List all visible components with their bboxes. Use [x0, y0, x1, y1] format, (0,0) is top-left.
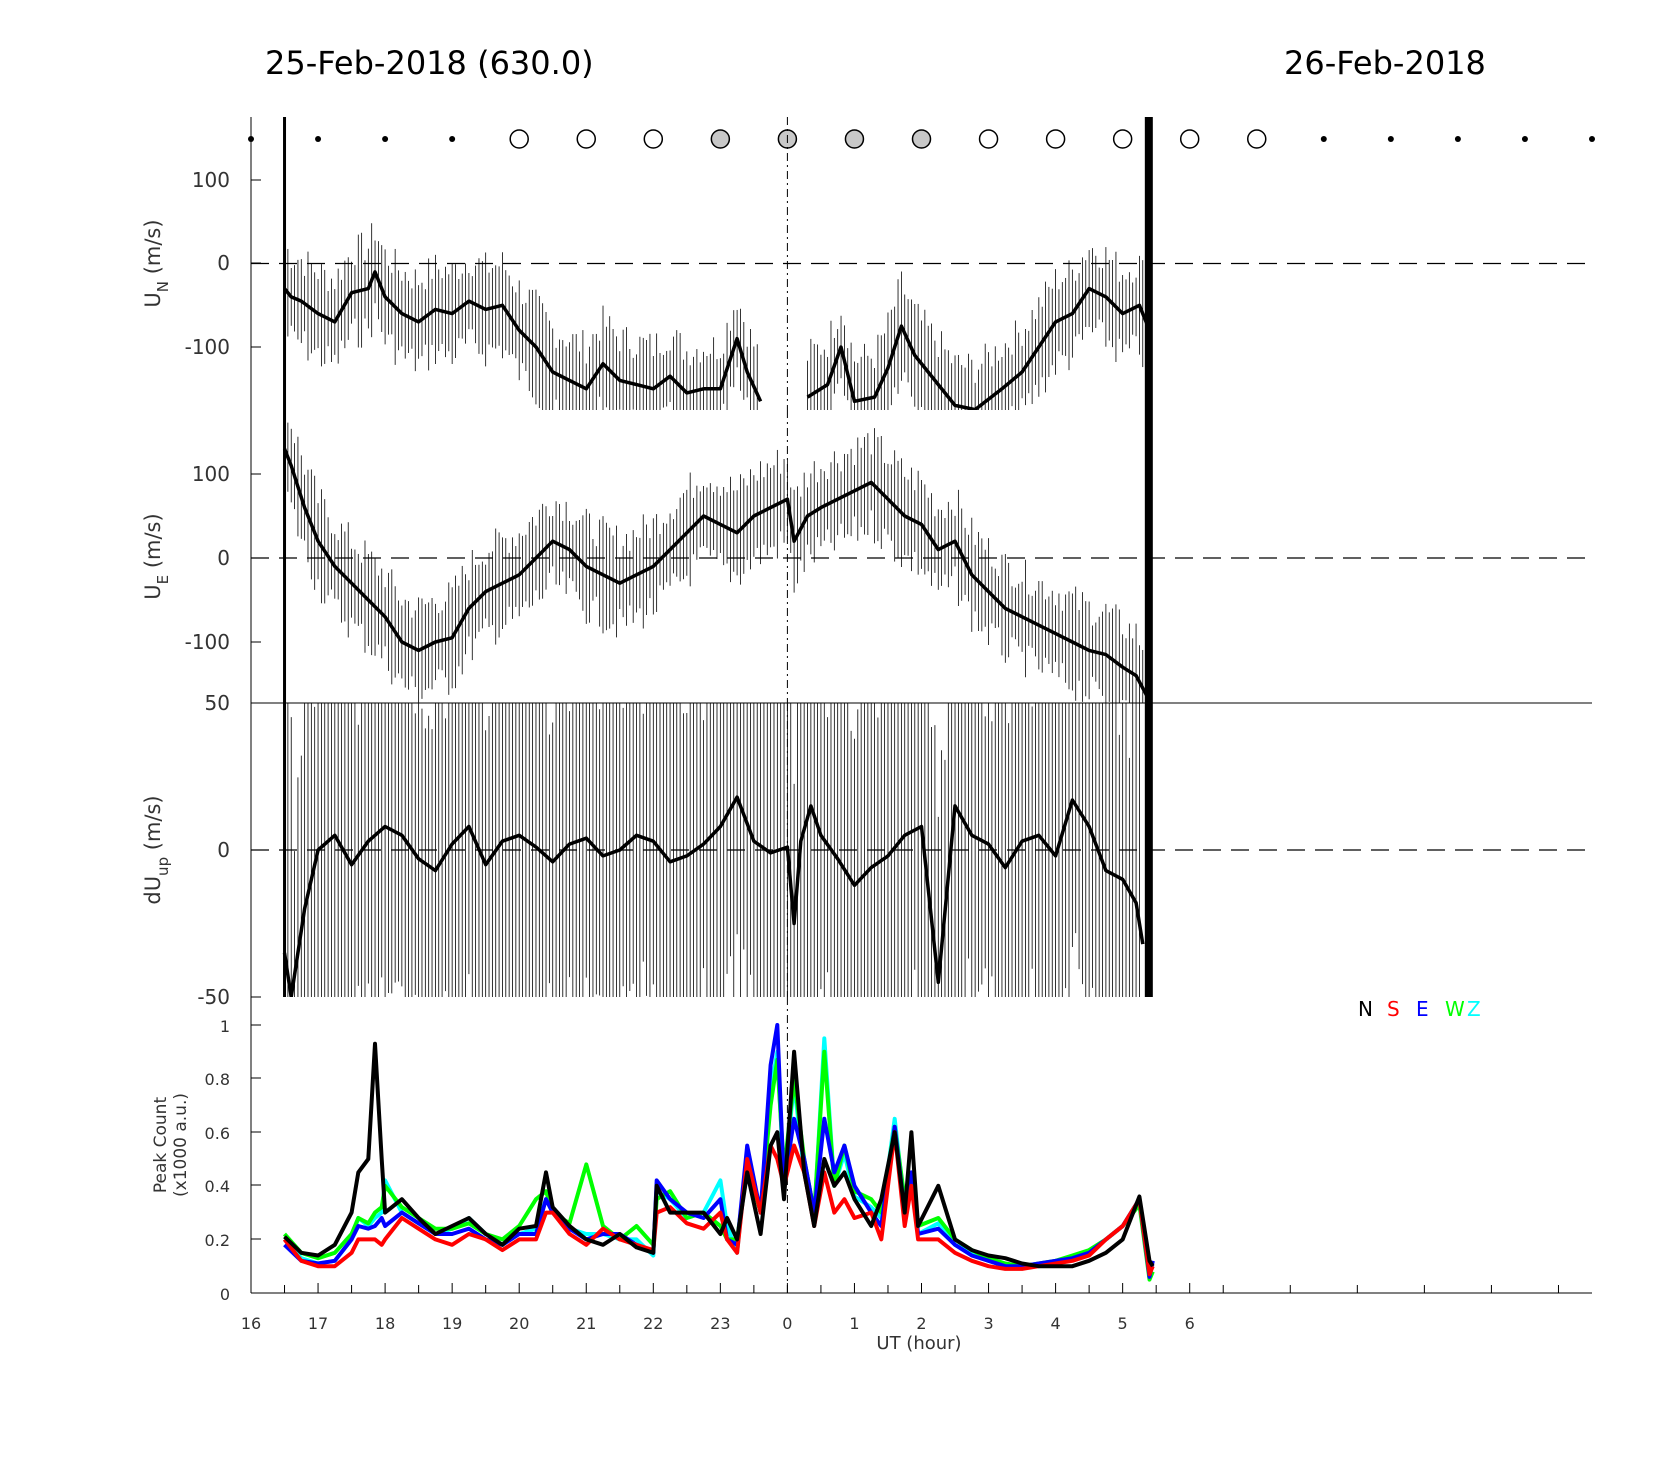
y-tick-label: 0: [217, 546, 230, 570]
marker-dot: [1589, 136, 1595, 142]
x-tick-label: 1: [849, 1314, 859, 1333]
marker-open-circle: [576, 129, 596, 149]
x-tick-label: 3: [983, 1314, 993, 1333]
x-tick-label: 4: [1051, 1314, 1061, 1333]
x-tick-label: 20: [509, 1314, 529, 1333]
y-tick-label: 0: [217, 251, 230, 275]
x-tick-label: 6: [1185, 1314, 1195, 1333]
series-line-S: [282, 1130, 1155, 1277]
series-line-N: [283, 1041, 1155, 1269]
x-axis: 16 17 18 19 20 21 22 23 0 1 2 3 4 5 6: [241, 1283, 1559, 1333]
legend-item-N: N: [1358, 997, 1373, 1021]
x-tick-label: 19: [442, 1314, 462, 1333]
wind-series-line: [283, 270, 763, 403]
legend-item-W: W: [1445, 997, 1465, 1021]
y-tick-label: 0: [220, 1285, 230, 1304]
marker-open-circle: [978, 129, 999, 149]
y-axis-unit-label: (x1000 a.u.): [171, 1093, 191, 1197]
series-line-W: [283, 1049, 1155, 1282]
x-tick-label: 23: [710, 1314, 730, 1333]
marker-dot: [1320, 136, 1327, 142]
marker-open-circle: [1112, 129, 1133, 149]
x-tick-label: 2: [916, 1314, 926, 1333]
marker-open-circle: [1045, 129, 1066, 149]
y-tick-label: -100: [185, 335, 230, 359]
left-date-title: 25-Feb-2018 (630.0): [265, 44, 594, 82]
marker-filled-circle: [710, 129, 731, 149]
marker-open-circle: [643, 129, 664, 149]
cloud-markers-row: [248, 129, 1595, 149]
legend-item-S: S: [1387, 997, 1400, 1021]
y-tick-label: 1: [220, 1017, 230, 1036]
legend-item-E: E: [1416, 997, 1429, 1021]
marker-dot: [315, 136, 322, 142]
y-tick-label: -50: [197, 985, 230, 1009]
data-end-bar: [1144, 703, 1153, 997]
series-line-Z: [283, 1036, 1155, 1279]
wind-series-line: [806, 286, 1152, 410]
marker-dot: [1387, 136, 1394, 142]
x-tick-label: 0: [782, 1314, 792, 1333]
panel-4: 1 0.8 0.6 0.4 0.2 0 Peak Count (x1000 a.u.): [151, 997, 1592, 1304]
panel-2: 100 0 -100 UE (m/s): [141, 410, 1592, 703]
x-tick-label: 21: [576, 1314, 596, 1333]
y-tick-label: 0.8: [205, 1070, 230, 1089]
x-tick-label: 22: [643, 1314, 663, 1333]
data-end-bar: [1144, 410, 1153, 703]
x-tick-label: 5: [1118, 1314, 1128, 1333]
legend-item-Z: Z: [1467, 997, 1481, 1021]
marker-open-circle: [509, 129, 529, 149]
x-tick-label: 18: [375, 1314, 395, 1333]
x-tick-label: 17: [308, 1314, 328, 1333]
y-axis-label: UE (m/s): [141, 513, 172, 599]
x-axis-label: UT (hour): [876, 1333, 961, 1354]
y-tick-label: 0.2: [205, 1231, 230, 1250]
marker-dot: [1521, 136, 1528, 142]
y-tick-label: 0.4: [205, 1177, 230, 1196]
marker-open-circle: [1247, 129, 1267, 149]
x-tick-label: 16: [241, 1314, 261, 1333]
y-tick-label: 100: [192, 462, 230, 486]
marker-filled-circle: [844, 129, 865, 149]
marker-filled-circle: [911, 129, 932, 149]
y-tick-label: -100: [185, 630, 230, 654]
y-tick-label: 0.6: [205, 1124, 230, 1143]
y-axis-label: dUup (m/s): [141, 795, 172, 904]
right-date-title: 26-Feb-2018: [1284, 44, 1486, 82]
marker-dot: [1454, 136, 1461, 142]
panel-1: 100 0 -100 UN (m/s): [141, 117, 1592, 410]
marker-dot: [382, 136, 389, 142]
y-tick-label: 100: [192, 168, 230, 192]
y-tick-label: 0: [217, 838, 230, 862]
wind-series-line: [282, 448, 1152, 702]
marker-open-circle: [1179, 129, 1200, 149]
marker-dot: [449, 136, 456, 142]
y-axis-label: UN (m/s): [141, 219, 172, 307]
wind-series-line: [282, 795, 1145, 997]
y-axis-label: Peak Count: [151, 1097, 171, 1194]
y-tick-label: 50: [205, 691, 230, 715]
series-line-E: [283, 1023, 1155, 1279]
panel-3: 50 0 -50 dUup (m/s): [141, 691, 1592, 1009]
data-end-bar: [1144, 117, 1153, 410]
